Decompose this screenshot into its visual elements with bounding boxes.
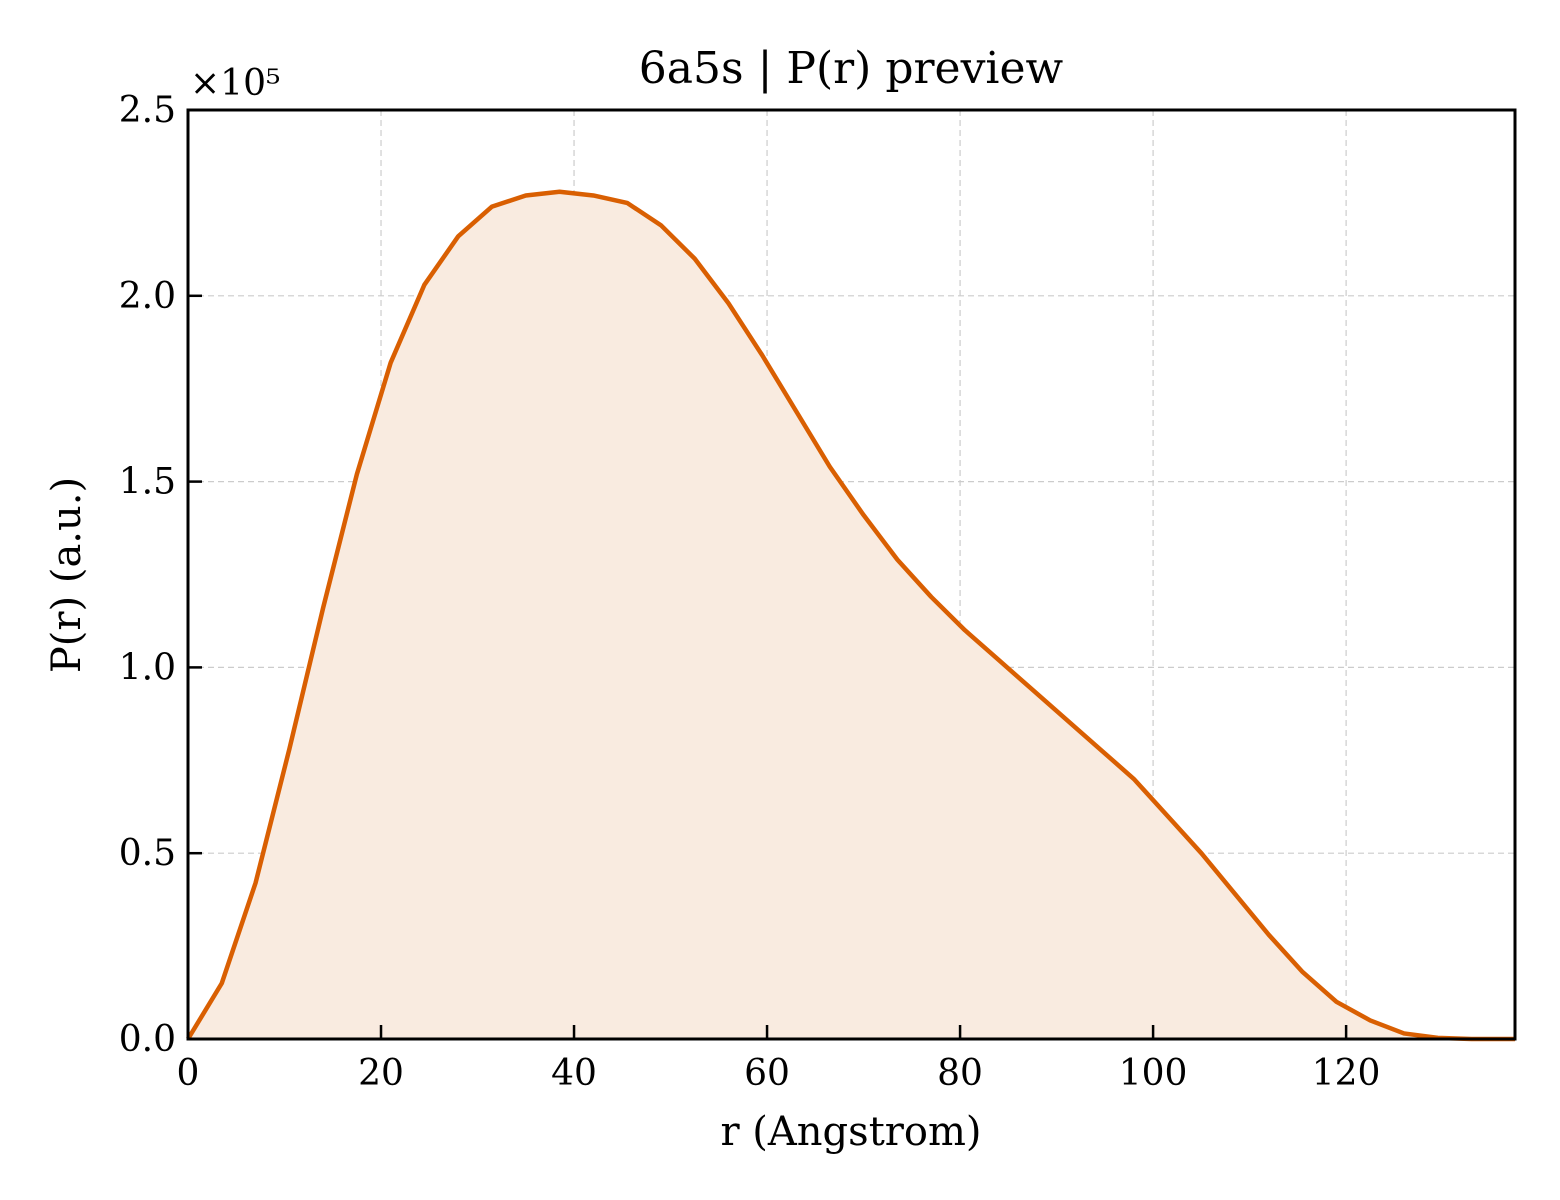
y-tick-label: 1.0 bbox=[119, 647, 176, 688]
y-tick-label: 0.0 bbox=[119, 1019, 176, 1060]
series-line bbox=[186, 189, 1515, 1042]
plot-frame bbox=[186, 108, 1517, 1041]
series-area-fill bbox=[188, 191, 1515, 1039]
y-tick-label: 1.5 bbox=[119, 462, 176, 503]
y-axis-label: P(r) (a.u.) bbox=[44, 477, 90, 673]
x-tick-label: 100 bbox=[1119, 1053, 1188, 1094]
x-tick-label: 80 bbox=[937, 1053, 983, 1094]
x-tick-label: 120 bbox=[1312, 1053, 1381, 1094]
x-tick-label: 60 bbox=[744, 1053, 790, 1094]
x-tick-label: 20 bbox=[358, 1053, 404, 1094]
y-tick-label: 2.5 bbox=[119, 90, 176, 131]
x-tick-label: 40 bbox=[551, 1053, 597, 1094]
x-axis-label: r (Angstrom) bbox=[720, 1109, 981, 1155]
y-tick-label: 2.0 bbox=[119, 276, 176, 317]
y-offset-label: ×10⁵ bbox=[190, 63, 280, 104]
ticks: 0 20 40 60 80 100 120 0.0 0.5 1.0 1.5 2.0 2.5 bbox=[119, 90, 1381, 1094]
x-tick-label: 0 bbox=[177, 1053, 200, 1094]
y-tick-label: 0.5 bbox=[119, 833, 176, 874]
chart-title: 6a5s | P(r) preview bbox=[639, 43, 1064, 94]
